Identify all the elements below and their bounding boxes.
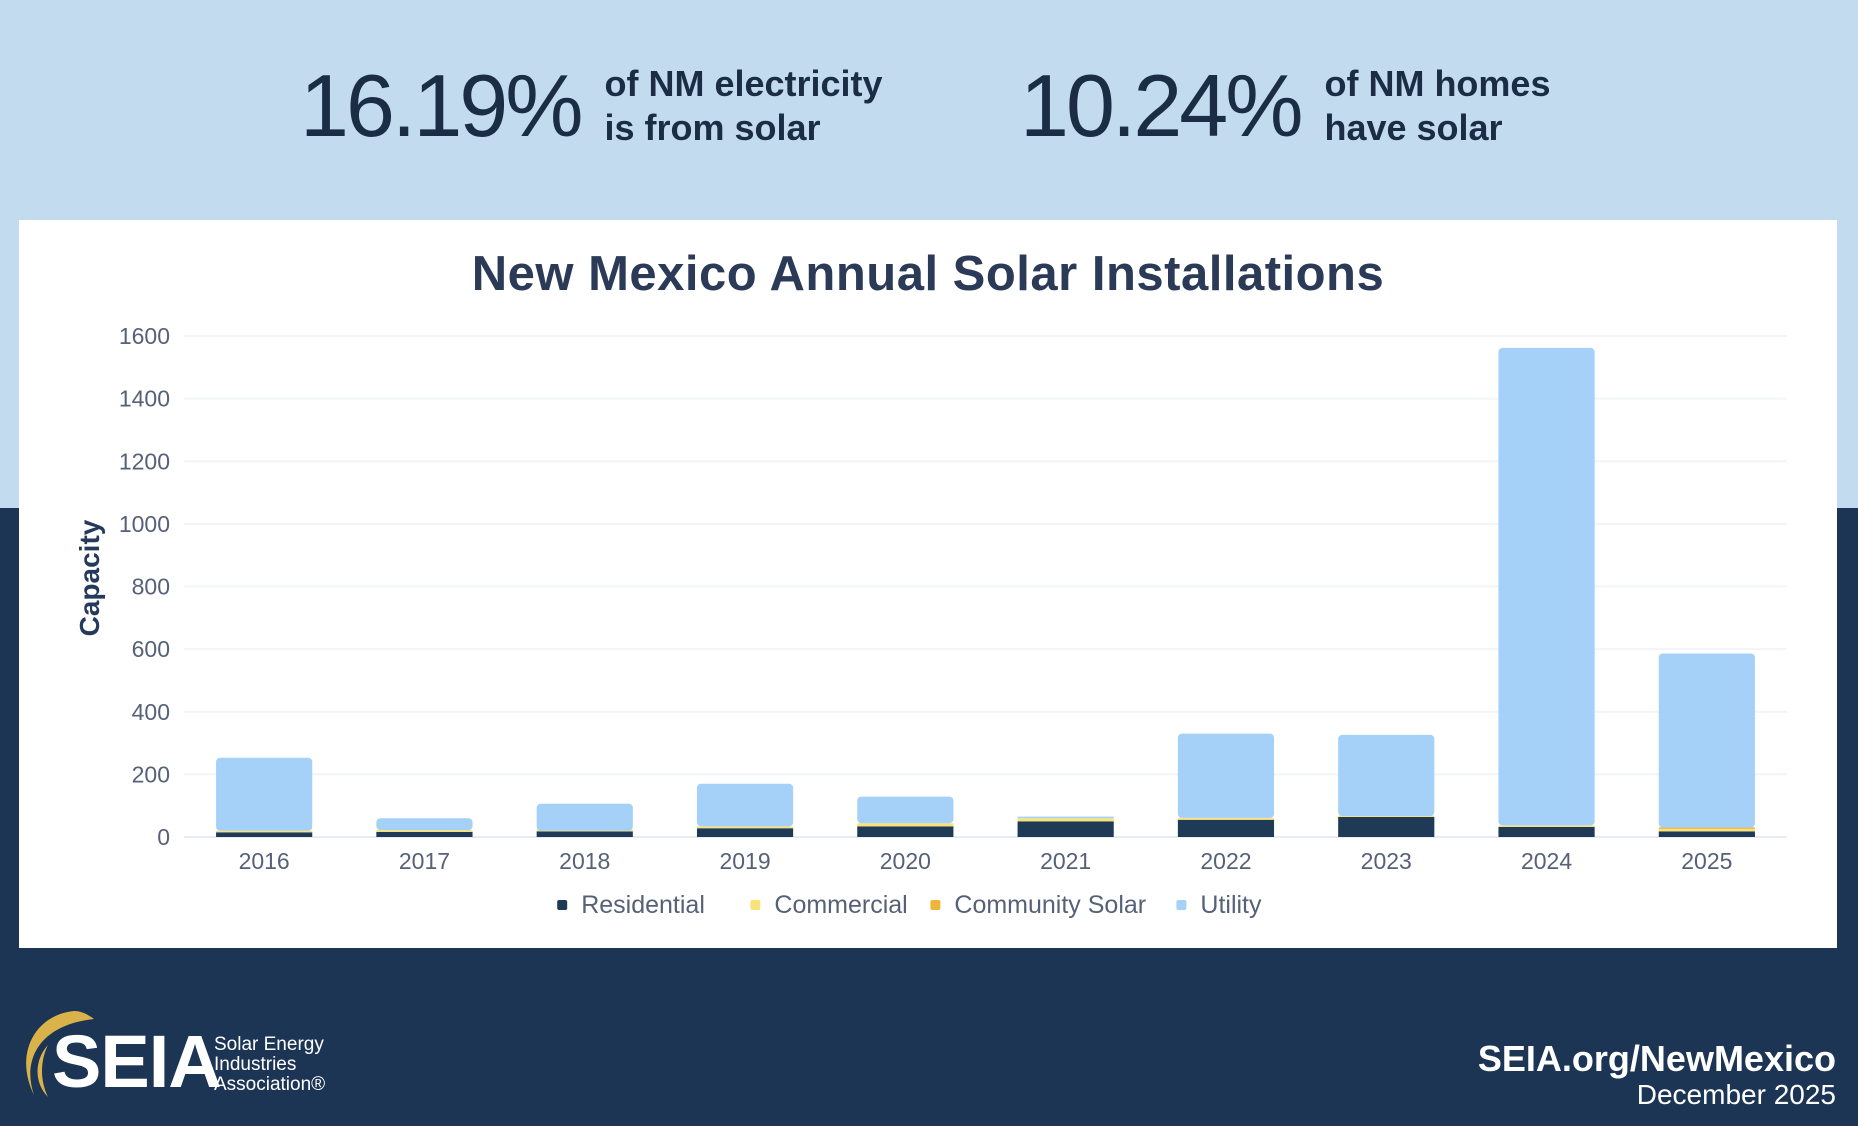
y-tick-label: 1400 — [119, 386, 170, 412]
bar-stack-2019 — [696, 783, 794, 837]
bar-segment-residential — [1017, 821, 1114, 837]
y-tick-label: 1200 — [119, 448, 170, 474]
bar-segment-utility — [857, 796, 954, 824]
bar-segment-residential — [376, 831, 473, 837]
chart-title: New Mexico Annual Solar Installations — [471, 247, 1385, 301]
legend-swatch — [750, 900, 761, 910]
bar-segment-commercial — [857, 823, 954, 827]
bar-segment-utility — [1658, 653, 1755, 828]
bar-segment-utility — [696, 783, 794, 827]
legend: Residential Commercial Community Solar Util… — [557, 891, 1262, 919]
bar-segment-residential — [696, 828, 794, 837]
legend-label: Utility — [1200, 891, 1262, 919]
x-tick-label: 2025 — [1681, 848, 1732, 874]
x-tick-label: 2019 — [719, 848, 770, 874]
chart-card: New Mexico Annual Solar Installations 0 2… — [19, 220, 1837, 948]
bar-segment-residential — [857, 826, 954, 837]
seia-logo: SEIA Solar Energy Industries Association… — [14, 1005, 334, 1105]
logo-tagline: Solar Energy Industries Association® — [214, 1035, 325, 1095]
bar-segment-utility — [536, 803, 633, 831]
footer-date: December 2025 — [1636, 1079, 1836, 1110]
bar-segment-utility — [1498, 347, 1595, 826]
y-tick-label: 400 — [132, 699, 170, 725]
legend-item[interactable]: Utility — [1176, 891, 1262, 919]
bar-stack-2020 — [857, 796, 954, 837]
logo-tagline-line: Association® — [214, 1074, 326, 1095]
bar-segment-commercial — [376, 830, 473, 832]
x-axis-ticks: 2016 2017 2018 2019 2020 2021 2022 2023 2024 2025 — [239, 848, 1733, 874]
bar-stack-2021 — [1017, 816, 1114, 837]
bar-segment-commercial — [1498, 825, 1595, 827]
stat-description-line: have solar — [1324, 107, 1503, 148]
stat-description: of NM electricity is from solar — [604, 62, 882, 150]
stat-homes-share: 10.24% of NM homes have solar — [1020, 62, 1550, 150]
bar-segment-utility — [1338, 734, 1435, 817]
legend-label: Residential — [581, 891, 705, 919]
bar-segment-utility — [1017, 816, 1114, 819]
footer-url-link[interactable]: SEIA.org/NewMexico — [1477, 1038, 1836, 1079]
stat-value: 16.19% — [300, 56, 583, 155]
y-tick-label: 1000 — [119, 511, 170, 537]
logo-wordmark: SEIA — [52, 1020, 222, 1103]
x-tick-label: 2020 — [880, 848, 931, 874]
bar-stack-2017 — [376, 818, 473, 837]
logo-tagline-line: Solar Energy — [214, 1034, 324, 1055]
y-tick-label: 200 — [132, 761, 170, 787]
bar-stack-2018 — [536, 803, 633, 837]
bars — [216, 347, 1755, 837]
bar-segment-commercial — [216, 830, 313, 833]
x-tick-label: 2023 — [1361, 848, 1412, 874]
y-tick-label: 1600 — [119, 323, 170, 349]
bar-stack-2016 — [216, 757, 313, 837]
sun-arc-icon — [26, 1011, 95, 1097]
stat-electricity-share: 16.19% of NM electricity is from solar — [300, 62, 883, 150]
legend-swatch — [1176, 900, 1187, 910]
legend-item[interactable]: Residential — [557, 891, 705, 919]
stat-value: 10.24% — [1020, 56, 1303, 155]
x-tick-label: 2016 — [239, 848, 290, 874]
bar-stack-2024 — [1498, 347, 1595, 837]
bar-segment-community-solar — [1658, 827, 1755, 829]
legend-label: Commercial — [774, 891, 907, 919]
bar-segment-commercial — [696, 826, 794, 829]
x-tick-label: 2017 — [399, 848, 450, 874]
y-tick-label: 600 — [132, 636, 170, 662]
bar-stack-2023 — [1338, 734, 1435, 837]
x-tick-label: 2018 — [559, 848, 610, 874]
y-axis-label: Capacity — [74, 519, 105, 636]
bar-segment-commercial — [1338, 815, 1435, 817]
stat-description: of NM homes have solar — [1324, 62, 1550, 150]
bar-stack-2022 — [1177, 733, 1275, 837]
bar-segment-utility — [1177, 733, 1275, 818]
stat-description-line: is from solar — [604, 107, 821, 148]
bar-segment-residential — [216, 832, 313, 837]
legend-swatch — [930, 900, 941, 910]
bar-segment-commercial — [1017, 818, 1114, 822]
legend-swatch — [557, 900, 568, 910]
y-tick-label: 800 — [132, 574, 170, 600]
bar-segment-commercial — [1177, 817, 1275, 820]
x-tick-label: 2021 — [1040, 848, 1091, 874]
bar-segment-residential — [536, 831, 633, 837]
bar-segment-residential — [1338, 816, 1435, 837]
bar-segment-residential — [1498, 826, 1595, 837]
bar-segment-residential — [1658, 831, 1755, 837]
bar-stack-2025 — [1658, 653, 1755, 837]
bar-segment-residential — [1177, 819, 1275, 837]
stat-description-line: of NM homes — [1324, 63, 1551, 104]
legend-item[interactable]: Commercial — [750, 891, 908, 919]
bar-segment-commercial — [1658, 828, 1755, 832]
bar-segment-utility — [376, 818, 473, 831]
logo-tagline-line: Industries — [214, 1054, 297, 1075]
y-axis-ticks: 0 200 400 600 800 1000 1200 1400 1600 — [119, 323, 170, 850]
stat-description-line: of NM electricity — [604, 63, 883, 104]
legend-label: Community Solar — [954, 891, 1146, 919]
y-tick-label: 0 — [157, 824, 170, 850]
x-tick-label: 2022 — [1200, 848, 1251, 874]
legend-item[interactable]: Community Solar — [930, 891, 1146, 919]
bar-segment-utility — [216, 757, 313, 831]
x-tick-label: 2024 — [1521, 848, 1572, 874]
